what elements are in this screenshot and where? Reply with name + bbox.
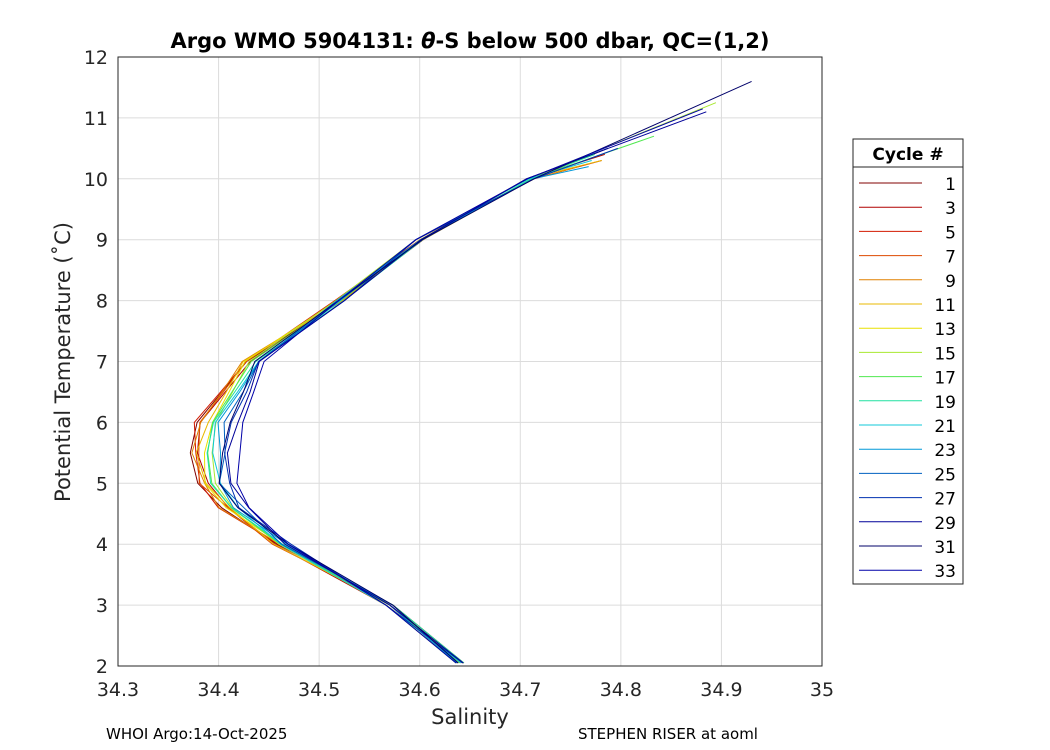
x-tick-label: 34.5 bbox=[298, 679, 340, 701]
plot-frame bbox=[117, 56, 823, 667]
chart-title: Argo WMO 5904131: θ-S below 500 dbar, QC… bbox=[170, 29, 769, 53]
footer-date: WHOI Argo:14-Oct-2025 bbox=[106, 725, 288, 743]
y-tick-label: 2 bbox=[96, 656, 108, 678]
y-tick-label: 3 bbox=[96, 595, 108, 617]
legend-label: 9 bbox=[945, 272, 956, 292]
x-tick-label: 34.7 bbox=[499, 679, 541, 701]
y-tick-label: 8 bbox=[96, 291, 108, 313]
x-tick-label: 34.8 bbox=[600, 679, 642, 701]
legend-label: 17 bbox=[934, 369, 956, 389]
y-tick-label: 9 bbox=[96, 230, 108, 252]
y-tick-label: 4 bbox=[96, 534, 108, 556]
x-axis-label: Salinity bbox=[431, 705, 509, 729]
legend-label: 11 bbox=[934, 296, 956, 316]
legend-label: 1 bbox=[945, 175, 956, 195]
legend-label: 15 bbox=[934, 344, 956, 364]
x-tick-label: 34.9 bbox=[700, 679, 742, 701]
y-axis-label: Potential Temperature (˚C) bbox=[51, 222, 75, 502]
y-tick-label: 5 bbox=[96, 473, 108, 495]
y-tick-label: 6 bbox=[96, 412, 108, 434]
series-line-cycle-33 bbox=[236, 108, 703, 664]
x-tick-labels: 34.3 34.4 34.5 34.6 34.7 34.8 34.9 35 bbox=[97, 679, 834, 701]
y-tick-label: 10 bbox=[84, 169, 108, 191]
footer-owner: STEPHEN RISER at aoml bbox=[578, 725, 758, 743]
legend-label: 23 bbox=[934, 441, 956, 461]
legend-label: 25 bbox=[934, 465, 956, 485]
y-tick-label: 7 bbox=[96, 352, 108, 374]
series-lines bbox=[189, 80, 752, 664]
legend-label: 33 bbox=[934, 562, 956, 582]
x-tick-label: 34.4 bbox=[197, 679, 239, 701]
legend-label: 3 bbox=[945, 199, 956, 219]
x-tick-label: 34.6 bbox=[399, 679, 441, 701]
legend-box bbox=[852, 138, 964, 585]
series-line-cycle-29 bbox=[226, 111, 707, 664]
legend-label: 29 bbox=[934, 514, 956, 534]
x-tick-label: 35 bbox=[810, 679, 834, 701]
legend-label: 21 bbox=[934, 417, 956, 437]
legend-label: 19 bbox=[934, 393, 956, 413]
legend-label: 13 bbox=[934, 320, 956, 340]
y-tick-label: 11 bbox=[84, 108, 108, 130]
legend-title: Cycle # bbox=[872, 145, 943, 165]
y-tick-labels: 2 3 4 5 6 7 8 9 10 11 12 bbox=[84, 47, 108, 678]
legend-label: 31 bbox=[934, 538, 956, 558]
y-tick-label: 12 bbox=[84, 47, 108, 69]
legend-label: 5 bbox=[945, 223, 956, 243]
x-tick-label: 34.3 bbox=[97, 679, 139, 701]
legend-label: 7 bbox=[945, 248, 956, 268]
legend-label: 27 bbox=[934, 490, 956, 510]
